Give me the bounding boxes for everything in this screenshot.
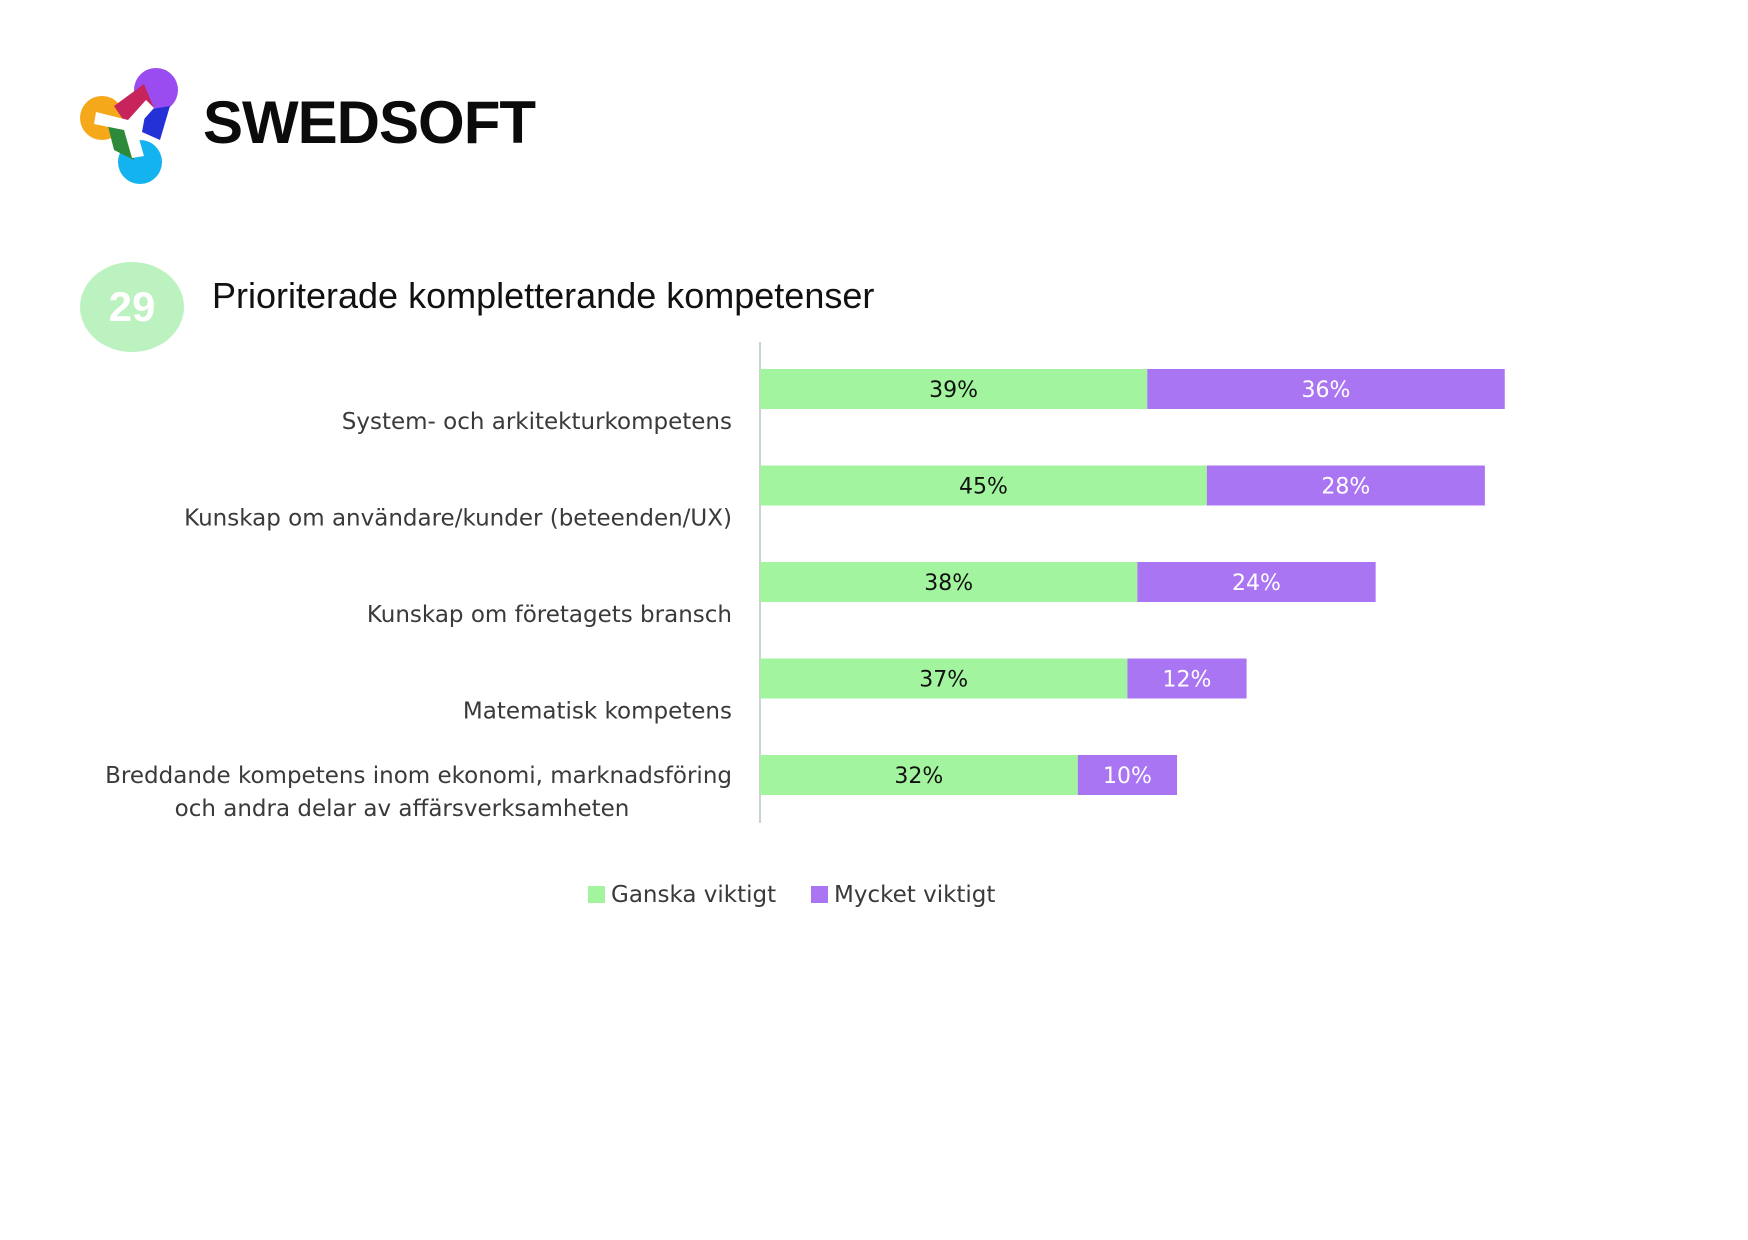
legend-swatch-mycket bbox=[811, 886, 828, 903]
bar-ganska-3 bbox=[760, 658, 1128, 699]
brand-name: SWEDSOFT bbox=[203, 89, 536, 156]
category-label-4: Breddande kompetens inom ekonomi, markna… bbox=[105, 763, 732, 822]
category-label-2: Kunskap om företagets bransch bbox=[367, 602, 732, 628]
data-label-mycket-3: 12% bbox=[1163, 668, 1212, 693]
legend-label-mycket: Mycket viktigt bbox=[834, 882, 995, 908]
swedsoft-logo-icon bbox=[80, 68, 178, 184]
data-label-mycket-2: 24% bbox=[1232, 571, 1281, 596]
chart-title: Prioriterade kompletterande kompetenser bbox=[212, 275, 875, 316]
data-label-ganska-0: 39% bbox=[929, 378, 978, 403]
figure-number: 29 bbox=[108, 283, 156, 330]
data-label-mycket-4: 10% bbox=[1103, 764, 1152, 789]
category-label-1: Kunskap om användare/kunder (beteenden/U… bbox=[184, 506, 732, 532]
figure-number-badge: 29 bbox=[80, 262, 184, 352]
legend-label-ganska: Ganska viktigt bbox=[611, 882, 776, 908]
category-label-3: Matematisk kompetens bbox=[463, 699, 732, 725]
bar-ganska-2 bbox=[760, 562, 1138, 602]
bar-mycket-0 bbox=[1147, 369, 1505, 409]
bar-mycket-2 bbox=[1137, 562, 1376, 602]
bar-ganska-0 bbox=[760, 369, 1148, 409]
bar-mycket-1 bbox=[1206, 465, 1485, 506]
data-label-ganska-3: 37% bbox=[919, 668, 968, 693]
legend-swatch-ganska bbox=[588, 886, 605, 903]
data-label-mycket-1: 28% bbox=[1321, 475, 1370, 500]
bar-ganska-4 bbox=[760, 755, 1078, 795]
bar-mycket-4 bbox=[1077, 755, 1178, 795]
data-label-ganska-1: 45% bbox=[959, 475, 1008, 500]
bar-mycket-3 bbox=[1127, 658, 1247, 699]
data-label-mycket-0: 36% bbox=[1302, 378, 1351, 403]
bar-ganska-1 bbox=[760, 465, 1207, 506]
data-label-ganska-2: 38% bbox=[924, 571, 973, 596]
data-label-ganska-4: 32% bbox=[894, 764, 943, 789]
category-label-0: System- och arkitekturkompetens bbox=[342, 409, 732, 435]
